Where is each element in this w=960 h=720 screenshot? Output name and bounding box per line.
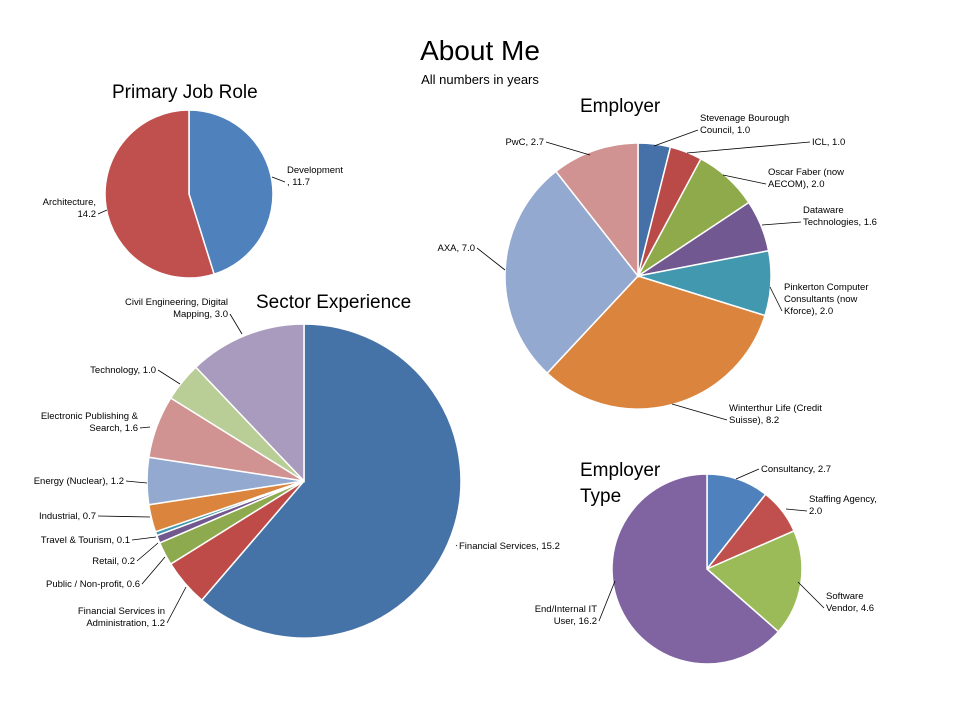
data-label-travel-tourism: Travel & Tourism, 0.1 <box>41 535 130 546</box>
chart-title-employer: Employer <box>580 96 661 117</box>
chart-title-employer-type: Employer Type <box>580 458 660 510</box>
leader-line <box>97 515 151 518</box>
leader-line <box>671 403 728 421</box>
pie-chart-2: Financial Services, 15.2 Financial Servic… <box>34 297 560 639</box>
leader-line <box>97 209 108 215</box>
data-label-oscar-faber-now-aecom-: Oscar Faber (now AECOM), 2.0 <box>768 167 844 190</box>
pie-slice-development <box>188 109 274 276</box>
pie-slice-pwc <box>554 142 639 279</box>
leader-line <box>271 176 286 183</box>
data-label-financial-services-in-administration: Financial Services in Administration, 1.2 <box>78 606 165 629</box>
pie-slice-architecture <box>104 109 216 279</box>
leader-line <box>722 174 767 185</box>
leader-line <box>136 542 159 562</box>
pie-slice-end-internal-it-user <box>611 473 780 665</box>
leader-line <box>139 426 151 429</box>
leader-line <box>761 221 802 226</box>
leader-line <box>476 247 506 271</box>
data-label-icl: ICL, 1.0 <box>812 137 845 148</box>
leader-line <box>686 141 811 154</box>
pie-slice-financial-services <box>200 323 462 639</box>
data-label-financial-services: Financial Services, 15.2 <box>459 541 560 552</box>
data-label-consultancy: Consultancy, 2.7 <box>761 464 831 475</box>
pie-chart-1: Stevenage Bourough Council, 1.0 ICL, 1.0 Os… <box>438 113 877 426</box>
page-title: About Me <box>420 35 540 66</box>
chart-title-sector: Sector Experience <box>256 292 412 313</box>
data-label-retail: Retail, 0.2 <box>92 556 135 567</box>
leader-line <box>769 286 783 312</box>
data-label-electronic-publishing-search: Electronic Publishing & Search, 1.6 <box>41 411 139 434</box>
chart-title-employer-type-line2: Type <box>580 486 622 507</box>
pie-slice-winterthur-life-credit-suisse- <box>546 275 766 410</box>
data-label-civil-engineering-digital-mapping: Civil Engineering, Digital Mapping, 3.0 <box>125 297 228 320</box>
leader-line <box>545 141 591 156</box>
leader-line <box>797 581 825 609</box>
leader-line <box>157 369 181 385</box>
data-label-industrial: Industrial, 0.7 <box>39 511 96 522</box>
pie-chart-3: Consultancy, 2.7 Staffing Agency, 2.0 Softw… <box>535 464 877 665</box>
data-label-dataware-technologies: Dataware Technologies, 1.6 <box>803 205 877 228</box>
leader-line <box>735 468 760 480</box>
leader-line <box>166 586 187 624</box>
page-subtitle: All numbers in years <box>421 72 539 87</box>
leader-line <box>455 544 458 547</box>
leader-line <box>598 580 616 622</box>
data-label-architecture: Architecture, 14.2 <box>43 197 96 220</box>
leader-line <box>229 313 243 335</box>
data-label-development: Development, 11.7 <box>287 165 343 188</box>
chart-title-employer-type-line1: Employer <box>580 460 661 481</box>
data-label-energy-nuclear-: Energy (Nuclear), 1.2 <box>34 476 124 487</box>
data-label-pwc: PwC, 2.7 <box>505 137 544 148</box>
leader-line <box>653 129 699 147</box>
pie-slice-civil-engineering-digital-mapping <box>194 323 305 483</box>
data-label-axa: AXA, 7.0 <box>438 243 476 254</box>
data-label-technology: Technology, 1.0 <box>90 365 156 376</box>
data-label-pinkerton-computer-consultants-now-kforce-: Pinkerton Computer Consultants (now Kforce… <box>784 282 868 317</box>
data-label-stevenage-bourough-council: Stevenage Bourough Council, 1.0 <box>700 113 789 136</box>
data-label-software-vendor: Software Vendor, 4.6 <box>826 591 874 614</box>
data-label-staffing-agency: Staffing Agency, 2.0 <box>809 494 877 517</box>
pie-slice-software-vendor <box>705 529 803 633</box>
leader-line <box>141 556 166 585</box>
data-label-end-internal-it-user: End/Internal IT User, 16.2 <box>535 604 598 627</box>
pie-slice-axa <box>504 170 639 375</box>
pie-chart-0: Development, 11.7 Architecture, 14.2 <box>43 109 343 279</box>
leader-line <box>125 480 148 484</box>
data-label-winterthur-life-credit-suisse-: Winterthur Life (Credit Suisse), 8.2 <box>729 403 822 426</box>
chart-title-job-role: Primary Job Role <box>112 82 258 103</box>
data-label-public-non-profit: Public / Non-profit, 0.6 <box>46 579 140 590</box>
leader-line <box>785 508 808 512</box>
leader-line <box>131 536 157 541</box>
